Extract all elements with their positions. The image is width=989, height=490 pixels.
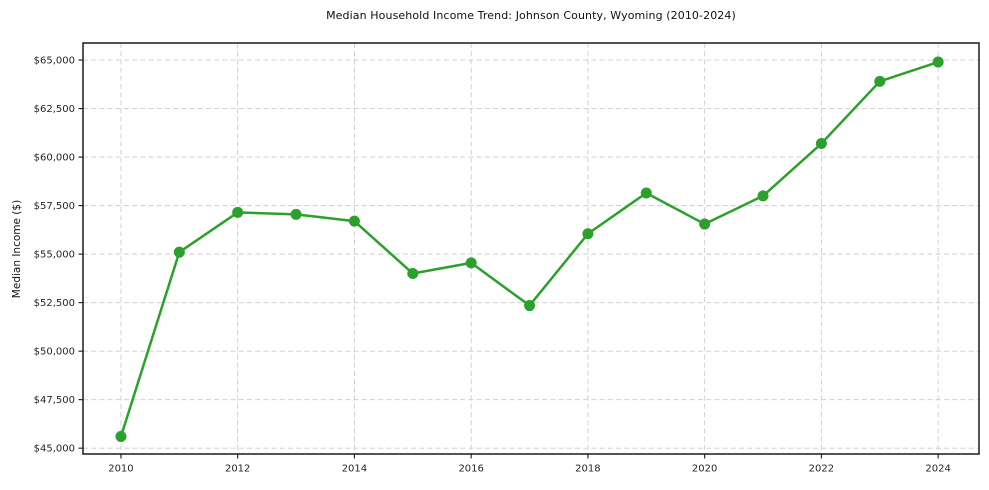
data-point [115, 431, 127, 443]
data-point [348, 215, 360, 227]
data-point [524, 300, 536, 312]
y-tick-label: $45,000 [34, 444, 75, 455]
plot-border [82, 42, 980, 455]
y-tick-label: $57,500 [34, 201, 75, 212]
data-point [582, 228, 594, 240]
chart-title: Median Household Income Trend: Johnson C… [326, 9, 736, 22]
y-tick-label: $60,000 [34, 153, 75, 164]
x-tick-label: 2010 [108, 464, 133, 475]
y-tick-label: $65,000 [34, 56, 75, 67]
y-tick-label: $50,000 [34, 347, 75, 358]
x-tick-label: 2018 [575, 464, 600, 475]
data-point [640, 187, 652, 199]
x-tick-label: 2014 [342, 464, 367, 475]
x-tick-label: 2012 [225, 464, 250, 475]
data-point [465, 257, 477, 269]
data-point [932, 56, 944, 68]
y-tick-label: $47,500 [34, 395, 75, 406]
y-tick-label: $55,000 [34, 250, 75, 261]
x-tick-label: 2016 [458, 464, 483, 475]
data-point [407, 268, 419, 280]
data-point [699, 218, 711, 230]
data-point [757, 190, 769, 202]
y-tick-label: $62,500 [34, 104, 75, 115]
x-tick-label: 2022 [809, 464, 834, 475]
x-tick-label: 2020 [692, 464, 717, 475]
trend-line [119, 60, 940, 438]
x-tick-label: 2024 [925, 464, 950, 475]
data-point [232, 206, 244, 218]
data-point [874, 75, 886, 87]
y-tick-label: $52,500 [34, 298, 75, 309]
data-point [290, 208, 302, 220]
data-point [815, 138, 827, 150]
data-point [173, 246, 185, 258]
